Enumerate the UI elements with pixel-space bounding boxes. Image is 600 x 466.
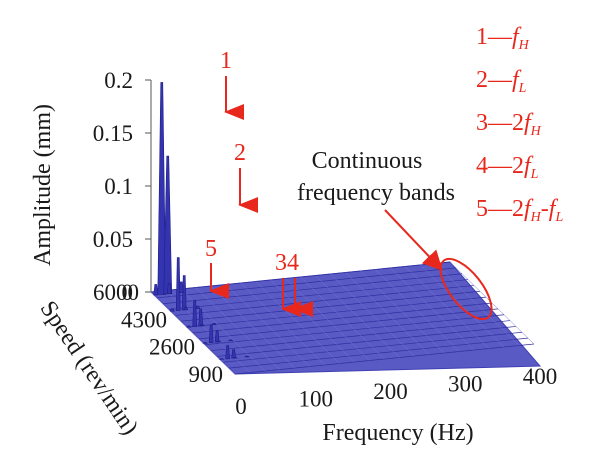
frequency-axis-ticks: 0 100 200 300 400	[235, 364, 557, 419]
surface-col-line	[150, 291, 236, 375]
peak-1-trace	[208, 324, 214, 344]
peak-3-trace	[199, 324, 205, 327]
surface-col-line	[270, 279, 355, 363]
peak-1	[157, 82, 167, 295]
peak-label-5: 5	[205, 236, 217, 262]
peak-3	[166, 282, 172, 295]
z-tick-label: 0.2	[104, 68, 133, 93]
bands-ellipse	[439, 257, 493, 321]
legend-entry-2: 2—fL	[476, 67, 527, 96]
peak-2-trace	[231, 349, 236, 359]
peak-label-2: 2	[234, 140, 246, 166]
surface-col-line	[449, 261, 535, 345]
frequency-tick-label: 200	[373, 379, 408, 404]
surface-col-line	[419, 264, 505, 348]
peak-3-trace	[215, 340, 222, 343]
surface-col-line	[285, 278, 370, 361]
speed-tick-label: 900	[189, 362, 224, 387]
peak-4-trace	[195, 305, 201, 309]
bands-arrow	[384, 209, 443, 271]
frequency-axis-label: Frequency (Hz)	[322, 420, 473, 446]
bands-annotation: Continuous frequency bands	[297, 148, 455, 206]
speed-tick-label: 4300	[121, 307, 167, 332]
peak-1-trace	[175, 257, 181, 311]
peak-5	[153, 284, 159, 296]
surface-col-line	[195, 287, 281, 370]
surface-col-line	[375, 269, 460, 352]
peak-5-trace	[202, 342, 208, 344]
surface-col-line	[255, 281, 340, 364]
legend-entry-4: 4—2fL	[476, 153, 539, 182]
z-tick-label: 0	[122, 280, 134, 305]
legend-entry-3: 3—2fH	[476, 110, 541, 139]
peak-2-trace	[214, 330, 220, 343]
peak-5-trace	[169, 308, 175, 312]
z-axis-label: Amplitude (mm)	[30, 104, 56, 266]
surface-col-line	[434, 263, 520, 346]
peak-3-trace	[183, 306, 189, 311]
legend-entry-1: 1—fH	[476, 24, 529, 53]
frequency-tick-label: 400	[523, 364, 558, 389]
peak-2	[163, 155, 173, 295]
z-axis-ticks: 0 0.05 0.1 0.15 0.2	[93, 68, 151, 305]
surface-col-line	[240, 282, 325, 366]
surface-col-line	[300, 276, 385, 360]
peak-4-trace	[227, 339, 234, 342]
surface-col-line	[210, 285, 295, 369]
peak-4	[178, 281, 184, 293]
surface-col-line	[360, 270, 445, 354]
peak-3-trace	[232, 357, 239, 359]
surface-grid	[150, 261, 535, 375]
frequency-tick-label: 0	[235, 394, 247, 419]
surface-col-line	[225, 284, 310, 367]
peak-label-34: 34	[275, 250, 299, 276]
peak-1-trace	[192, 299, 198, 327]
peak-5-trace	[186, 325, 192, 328]
frequency-tick-label: 100	[299, 387, 334, 412]
peak-label-1: 1	[220, 48, 232, 74]
spectrum-peaks	[153, 82, 251, 360]
speed-tick-label: 6000	[93, 280, 139, 305]
z-tick-label: 0.05	[93, 227, 133, 252]
z-tick-label: 0.1	[104, 174, 133, 199]
peak-4-trace	[244, 355, 251, 358]
z-tick-label: 0.15	[93, 121, 133, 146]
surface-col-line	[404, 266, 490, 349]
speed-tick-label: 2600	[149, 335, 195, 360]
surface-col-line	[330, 273, 415, 357]
surface-col-line	[315, 275, 400, 358]
surface-col-line	[390, 267, 475, 351]
peak-4-trace	[211, 323, 217, 325]
surface-col-line	[345, 272, 430, 355]
peak-1-trace	[225, 345, 230, 360]
peak-5-trace	[218, 358, 225, 360]
peak-2-trace	[198, 308, 204, 327]
frequency-tick-label: 300	[448, 372, 483, 397]
harmonic-legend: 1—fH 2—fL 3—2fH 4—2fL 5—2fH-fL	[476, 16, 563, 231]
legend-entry-5: 5—2fH-fL	[476, 196, 564, 225]
